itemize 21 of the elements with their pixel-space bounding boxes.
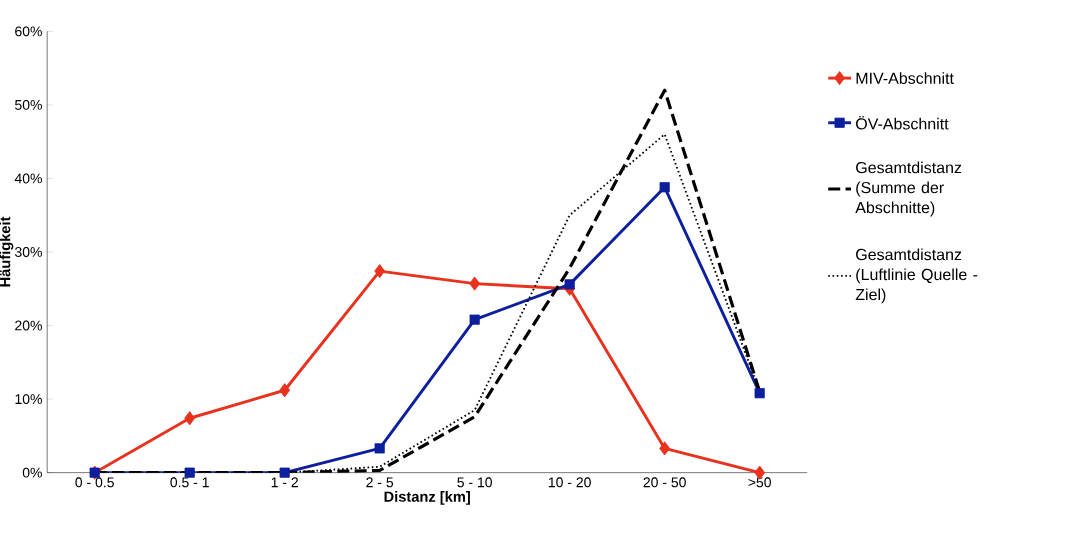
legend-label: Gesamtdistanz (Summe der Abschnitte): [855, 161, 962, 217]
x-tick-label: 20 - 50: [643, 477, 686, 488]
legend-label: MIV-Abschnitt: [856, 72, 954, 84]
x-tick-label: 5 - 10: [457, 477, 493, 488]
y-tick-label: 10%: [15, 394, 42, 405]
x-tick-label: 2 - 5: [366, 477, 394, 488]
y-axis-title: Häufigkeit: [0, 216, 14, 287]
x-tick-label: 10 - 20: [548, 477, 591, 488]
y-tick-label: 40%: [14, 173, 42, 184]
y-tick-label: 20%: [15, 320, 42, 331]
x-tick-label: 0.5 - 1: [170, 477, 209, 488]
x-tick-label: >50: [748, 477, 771, 488]
legend-label: Gesamtdistanz (Luftlinie Quelle - Ziel): [855, 248, 978, 304]
y-tick-label: 30%: [14, 247, 42, 257]
y-tick-label: 0%: [22, 467, 42, 478]
legend-label: ÖV-Abschnitt: [856, 115, 949, 130]
y-tick-label: 50%: [15, 99, 42, 110]
x-tick-label: 0 - 0.5: [75, 477, 114, 488]
x-axis-title: Distanz [km]: [384, 491, 470, 505]
y-tick-label: 60%: [15, 26, 42, 37]
x-tick-label: 1 - 2: [271, 477, 298, 488]
